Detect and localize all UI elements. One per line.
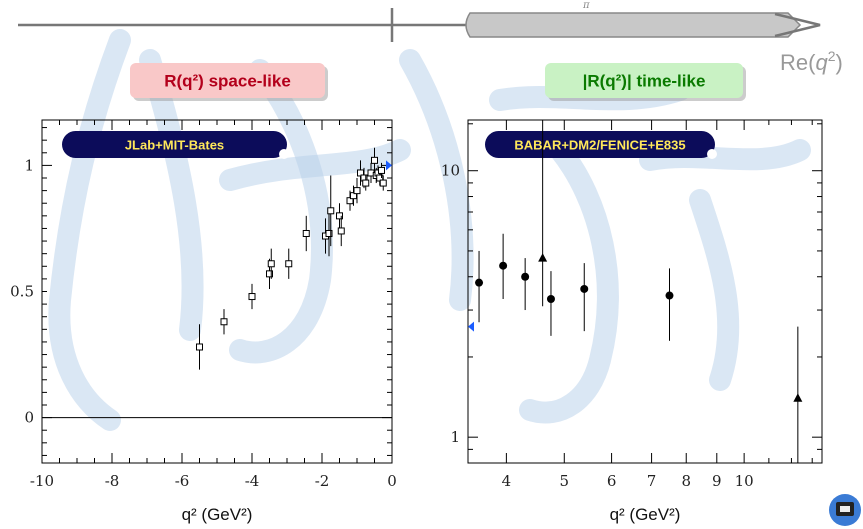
right-badge-text: BABAR+DM2/FENICE+E835 bbox=[514, 138, 685, 153]
left-badge-bg bbox=[62, 131, 287, 158]
x-tick-label: -4 bbox=[245, 472, 260, 490]
y-tick-label: 0.5 bbox=[10, 283, 34, 301]
data-point bbox=[362, 179, 370, 187]
complex-plane-axis: π Re(q2) bbox=[18, 0, 843, 75]
data-point bbox=[371, 156, 378, 164]
data-point bbox=[538, 253, 548, 262]
time-like-panel: |R(q²)| time-like BABAR+DM2/FENICE+E835 4 5… bbox=[441, 63, 823, 524]
data-point bbox=[379, 179, 387, 187]
edge-marker bbox=[468, 321, 474, 332]
data-point bbox=[325, 229, 333, 237]
data-point bbox=[302, 229, 310, 237]
data-point bbox=[793, 393, 803, 402]
data-point bbox=[336, 212, 343, 220]
watermark-stroke bbox=[399, 49, 474, 311]
data-point bbox=[266, 270, 273, 278]
x-tick-label: 4 bbox=[502, 472, 512, 490]
watermark-stroke bbox=[48, 29, 131, 431]
left-badge-text: JLab+MIT-Bates bbox=[125, 138, 224, 153]
x-tick-label: -10 bbox=[30, 472, 54, 490]
space-like-panel: R(q²) space-like JLab+MIT-Bates -10 -8 -6 -4 -… bbox=[10, 63, 397, 524]
logo-detail bbox=[840, 506, 850, 512]
label-box bbox=[545, 63, 743, 98]
edge-marker bbox=[386, 160, 392, 171]
label-box bbox=[130, 63, 325, 98]
data-point bbox=[499, 261, 508, 270]
x-tick-label: 10 bbox=[735, 472, 754, 490]
x-tick-label: 0 bbox=[387, 472, 397, 490]
y-tick-label: 1 bbox=[450, 428, 460, 446]
watermark-stroke bbox=[219, 139, 411, 191]
x-tick-label: 6 bbox=[607, 472, 617, 490]
university-logo-icon bbox=[829, 494, 861, 526]
axis-arrowhead bbox=[774, 12, 821, 38]
data-point bbox=[665, 291, 674, 300]
x-tick-label: 7 bbox=[647, 472, 657, 490]
data-point bbox=[285, 260, 293, 268]
data-point bbox=[196, 343, 203, 351]
data-point bbox=[580, 284, 589, 293]
right-plot-frame bbox=[467, 119, 823, 464]
data-point bbox=[267, 260, 275, 268]
axis-label-re-q2: Re(q2) bbox=[780, 48, 843, 75]
y-tick-label: 1 bbox=[24, 156, 34, 174]
label-box-text: |R(q²)| time-like bbox=[583, 72, 706, 91]
y-tick-label: 0 bbox=[24, 409, 34, 427]
x-tick-label: 5 bbox=[560, 472, 570, 490]
data-point bbox=[337, 227, 345, 235]
x-tick-label: -8 bbox=[105, 472, 120, 490]
data-point bbox=[353, 187, 361, 195]
watermark-stroke bbox=[519, 139, 619, 424]
watermark-stroke bbox=[689, 189, 740, 391]
branch-cut-bar bbox=[465, 12, 802, 38]
right-x-axis-label: q² (GeV²) bbox=[610, 505, 681, 524]
left-x-axis-label: q² (GeV²) bbox=[182, 505, 253, 524]
watermark-stroke bbox=[229, 59, 333, 364]
right-badge-shine bbox=[707, 149, 717, 159]
data-point bbox=[220, 318, 228, 326]
data-point bbox=[546, 295, 555, 304]
data-point bbox=[475, 278, 484, 287]
x-tick-label: 9 bbox=[712, 472, 722, 490]
data-point bbox=[521, 272, 530, 281]
data-point bbox=[378, 166, 385, 174]
x-tick-label: 8 bbox=[681, 472, 691, 490]
label-box-text: R(q²) space-like bbox=[164, 72, 291, 91]
x-tick-label: -6 bbox=[175, 472, 190, 490]
data-point bbox=[248, 293, 256, 301]
x-tick-label: -2 bbox=[315, 472, 330, 490]
data-point bbox=[327, 207, 335, 215]
top-small-label: π bbox=[582, 0, 590, 11]
left-badge-shine bbox=[279, 149, 289, 159]
y-tick-label: 10 bbox=[441, 162, 460, 180]
